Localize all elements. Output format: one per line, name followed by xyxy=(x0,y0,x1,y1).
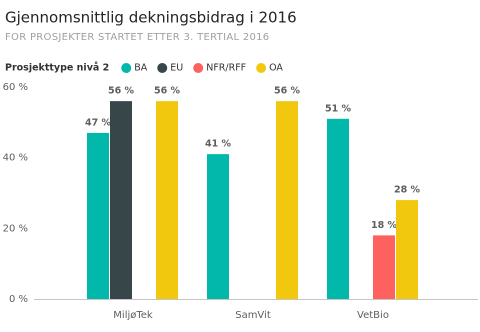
bar xyxy=(156,101,178,299)
bar xyxy=(373,235,395,299)
bar xyxy=(110,101,132,299)
legend-marker xyxy=(193,63,204,73)
value-label: 56 % xyxy=(274,86,301,97)
bar xyxy=(87,132,109,299)
value-label: 51 % xyxy=(325,103,352,114)
legend-marker xyxy=(256,63,267,73)
value-label: 28 % xyxy=(394,185,421,196)
y-tick-label: 0 % xyxy=(9,294,28,305)
value-label: 41 % xyxy=(205,139,232,150)
chart-subtitle: FOR PROSJEKTER STARTET ETTER 3. TERTIAL … xyxy=(5,32,269,43)
legend-label: EU xyxy=(170,63,183,74)
y-tick-label: 20 % xyxy=(3,223,28,234)
legend-marker xyxy=(121,63,132,73)
legend-title: Prosjekttype nivå 2 xyxy=(5,63,109,74)
bar xyxy=(207,154,229,299)
legend-label: BA xyxy=(134,63,148,74)
value-label: 56 % xyxy=(154,86,181,97)
bar xyxy=(276,101,298,299)
legend-marker xyxy=(157,63,168,73)
value-label: 56 % xyxy=(108,86,135,97)
x-tick-label: MiljøTek xyxy=(113,310,153,321)
y-tick-label: 60 % xyxy=(3,82,28,93)
legend-label: OA xyxy=(269,63,283,74)
x-tick-label: VetBio xyxy=(357,310,389,321)
bar xyxy=(396,200,418,299)
value-label: 18 % xyxy=(371,220,398,231)
bar xyxy=(327,118,349,299)
chart-title: Gjennomsnittlig dekningsbidrag i 2016 xyxy=(5,9,297,27)
legend-label: NFR/RFF xyxy=(206,63,246,74)
y-tick-label: 40 % xyxy=(3,153,28,164)
x-tick-label: SamVit xyxy=(235,310,271,321)
value-label: 47 % xyxy=(85,117,112,128)
